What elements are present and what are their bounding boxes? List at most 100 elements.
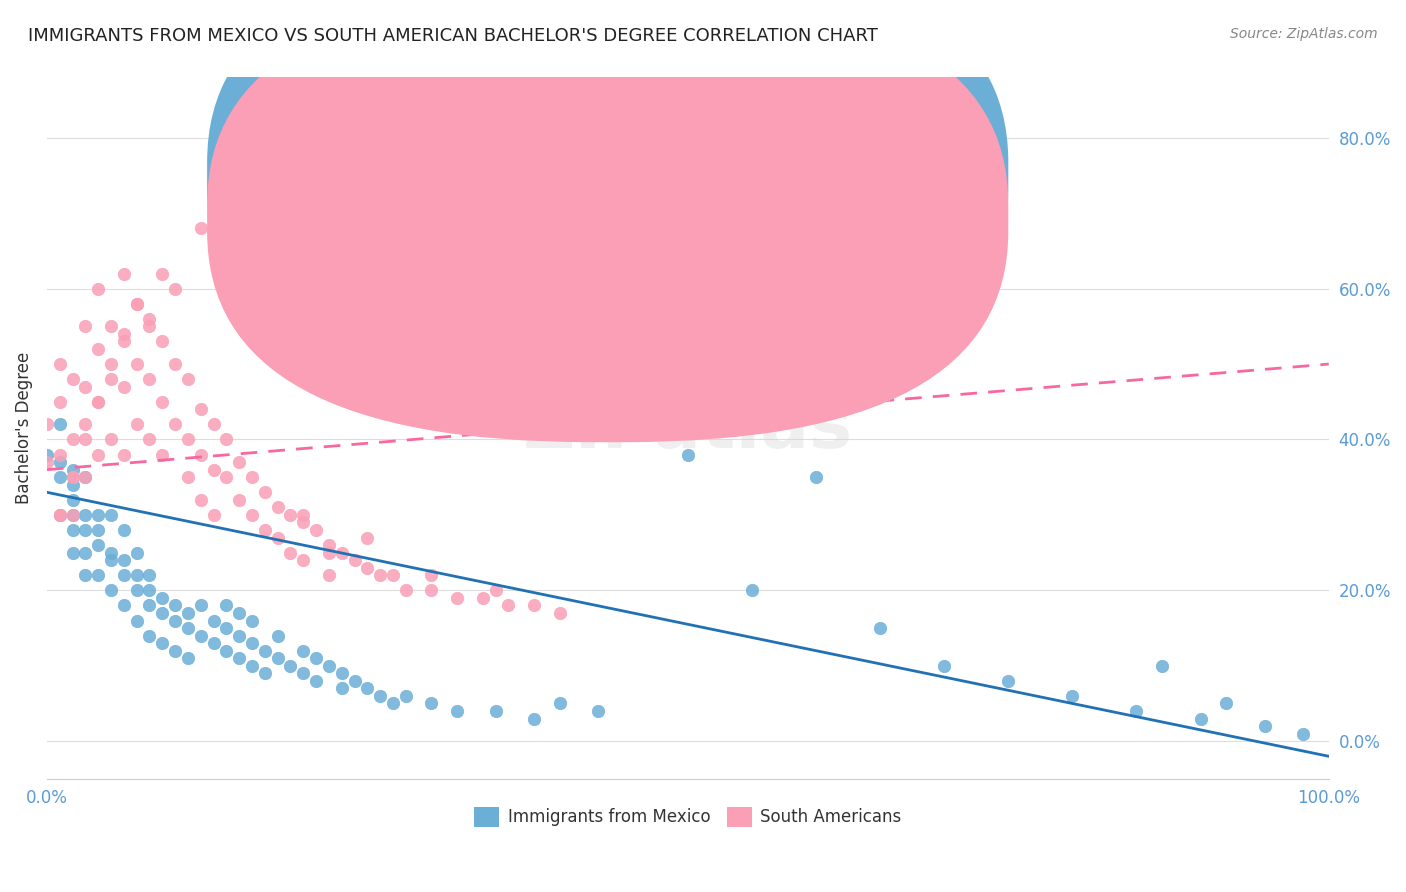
Point <box>1253 719 1275 733</box>
Point <box>138 372 160 386</box>
Point <box>125 614 148 628</box>
Point <box>87 538 110 552</box>
Point <box>62 463 84 477</box>
Point <box>330 666 353 681</box>
Point <box>177 651 200 665</box>
Point <box>330 681 353 696</box>
Point <box>382 568 405 582</box>
Point <box>75 319 97 334</box>
Point <box>62 470 84 484</box>
Point <box>202 614 225 628</box>
Point <box>62 508 84 522</box>
Point <box>741 282 763 296</box>
Text: ZIPatlas: ZIPatlas <box>523 393 853 463</box>
Point <box>228 492 250 507</box>
Point <box>62 433 84 447</box>
Text: R = -0.607   N = 124: R = -0.607 N = 124 <box>605 169 763 183</box>
Point <box>150 267 173 281</box>
Point <box>1189 712 1212 726</box>
Point <box>35 448 58 462</box>
Point <box>87 523 110 537</box>
Point <box>48 508 70 522</box>
Point <box>150 394 173 409</box>
Point <box>228 606 250 620</box>
Point <box>62 546 84 560</box>
Point <box>395 583 418 598</box>
Point <box>190 402 212 417</box>
Point <box>48 470 70 484</box>
Point <box>150 636 173 650</box>
Point <box>215 191 238 205</box>
Point <box>240 508 263 522</box>
Point <box>112 523 135 537</box>
FancyBboxPatch shape <box>207 0 1008 401</box>
Point <box>150 591 173 605</box>
Point <box>292 508 315 522</box>
Point <box>471 591 494 605</box>
Point <box>87 394 110 409</box>
Point <box>62 523 84 537</box>
Point <box>35 455 58 469</box>
Point <box>266 651 288 665</box>
Point <box>138 311 160 326</box>
Point <box>62 470 84 484</box>
Point <box>240 614 263 628</box>
Point <box>202 508 225 522</box>
Point <box>676 319 699 334</box>
Point <box>395 93 418 107</box>
Point <box>138 629 160 643</box>
Point <box>446 704 468 718</box>
Point <box>177 606 200 620</box>
Point <box>177 470 200 484</box>
Point <box>498 599 520 613</box>
Point <box>35 417 58 432</box>
Point <box>48 357 70 371</box>
Point <box>112 267 135 281</box>
Point <box>75 470 97 484</box>
Point <box>165 417 187 432</box>
Point <box>215 433 238 447</box>
Point <box>1125 704 1147 718</box>
Y-axis label: Bachelor's Degree: Bachelor's Degree <box>15 352 32 504</box>
Point <box>100 319 122 334</box>
Point <box>100 508 122 522</box>
Point <box>87 508 110 522</box>
Point <box>100 553 122 567</box>
Point <box>266 629 288 643</box>
Point <box>215 643 238 657</box>
Point <box>420 583 443 598</box>
Point <box>112 326 135 341</box>
Point <box>266 500 288 515</box>
Point <box>75 508 97 522</box>
Point <box>165 357 187 371</box>
Point <box>202 636 225 650</box>
Point <box>202 417 225 432</box>
Point <box>202 463 225 477</box>
Point <box>112 380 135 394</box>
Point <box>125 357 148 371</box>
Point <box>165 282 187 296</box>
Point <box>112 553 135 567</box>
Point <box>253 485 276 500</box>
Point <box>62 508 84 522</box>
Point <box>138 599 160 613</box>
Point <box>253 643 276 657</box>
Point <box>253 523 276 537</box>
Point <box>87 448 110 462</box>
Point <box>305 651 328 665</box>
Point <box>125 546 148 560</box>
Point <box>420 568 443 582</box>
Point <box>280 508 302 522</box>
Point <box>523 712 546 726</box>
Point <box>228 651 250 665</box>
Point <box>125 417 148 432</box>
Point <box>1215 697 1237 711</box>
Point <box>62 477 84 491</box>
Point <box>228 455 250 469</box>
Point <box>75 523 97 537</box>
Point <box>266 244 288 258</box>
Point <box>228 206 250 220</box>
Point <box>165 599 187 613</box>
Point <box>87 394 110 409</box>
Point <box>190 599 212 613</box>
